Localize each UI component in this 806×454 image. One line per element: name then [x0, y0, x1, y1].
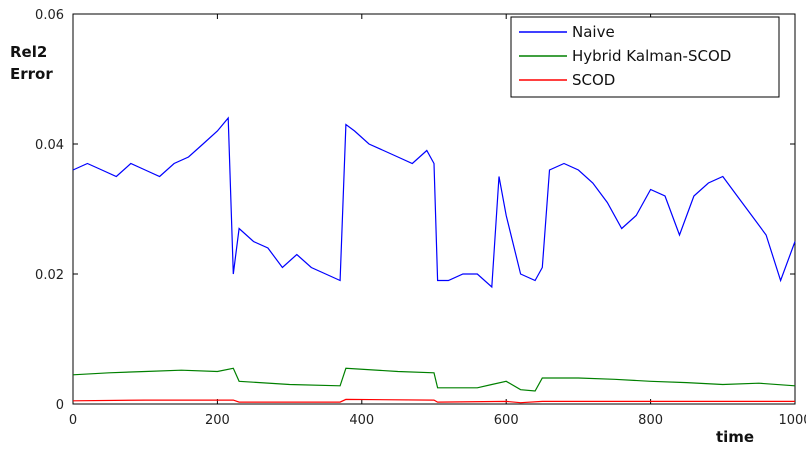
series-line-scod	[72, 398, 795, 404]
y-tick-label: 0.06	[35, 8, 64, 23]
x-tick-label: 400	[349, 413, 374, 428]
legend: Naive Hybrid Kalman-SCOD SCOD	[510, 16, 780, 98]
series-layer	[72, 116, 796, 404]
legend-label-hybrid-kalman-scod: Hybrid Kalman-SCOD	[572, 47, 731, 65]
series-line-hybrid-kalman-scod	[72, 367, 796, 392]
legend-label-scod: SCOD	[572, 71, 615, 89]
x-tick-label: 200	[205, 413, 230, 428]
legend-box	[510, 16, 780, 98]
y-tick-label: 0.02	[35, 268, 64, 283]
y-tick-label: 0.04	[35, 138, 64, 153]
y-tick-label: 0	[56, 398, 64, 413]
x-axis-label: time	[716, 428, 754, 446]
x-tick-label: 0	[69, 413, 77, 428]
series-line-naive	[72, 116, 796, 289]
y-axis-label-line2: Error	[10, 65, 53, 83]
y-axis-label-line1: Rel2	[10, 43, 47, 61]
x-tick-label: 600	[494, 413, 519, 428]
legend-label-naive: Naive	[572, 23, 615, 41]
x-tick-label: 800	[638, 413, 663, 428]
